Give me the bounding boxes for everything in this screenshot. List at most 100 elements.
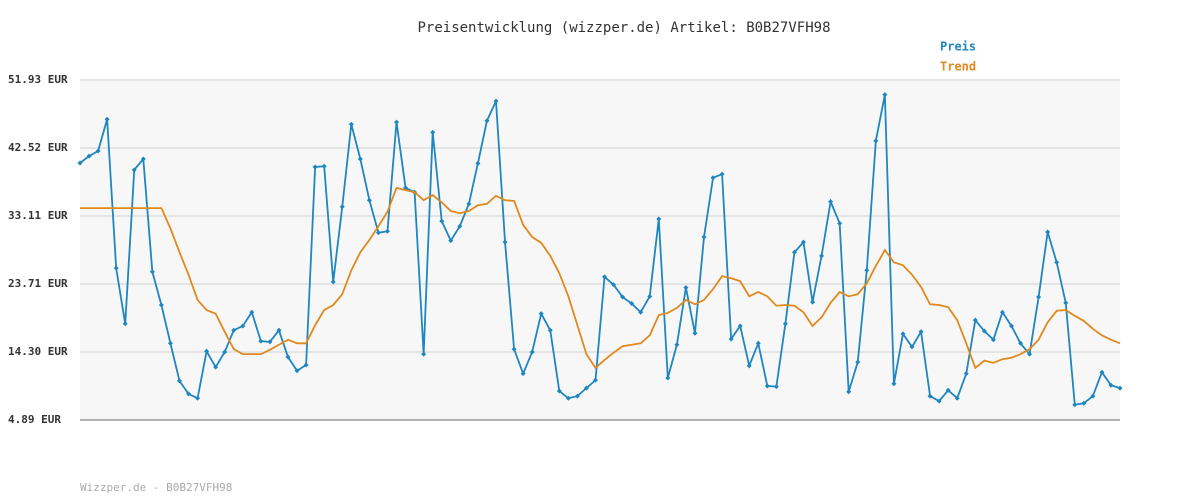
- legend-entry: Preis: [940, 40, 976, 54]
- point-marker: [710, 175, 716, 181]
- point-marker: [819, 253, 825, 259]
- point-marker: [421, 351, 427, 357]
- point-marker: [882, 92, 888, 98]
- point-marker: [1054, 259, 1060, 265]
- point-marker: [638, 309, 644, 315]
- point-marker: [348, 121, 354, 127]
- point-marker: [529, 349, 535, 355]
- point-marker: [249, 309, 255, 315]
- y-tick-label: 14.30 EUR: [8, 345, 68, 358]
- y-tick-label: 51.93 EUR: [8, 73, 68, 86]
- point-marker: [981, 328, 987, 334]
- y-tick-label: 23.71 EUR: [8, 277, 68, 290]
- point-marker: [620, 294, 626, 300]
- point-marker: [276, 327, 282, 333]
- point-marker: [186, 391, 192, 397]
- point-marker: [1008, 323, 1014, 329]
- point-marker: [149, 269, 155, 275]
- point-marker: [1027, 351, 1033, 357]
- point-marker: [945, 387, 951, 393]
- point-marker: [873, 138, 879, 144]
- point-marker: [493, 98, 499, 104]
- point-marker: [448, 238, 454, 244]
- point-marker: [466, 201, 472, 207]
- point-marker: [1117, 385, 1123, 391]
- y-tick-label: 42.52 EUR: [8, 141, 68, 154]
- point-marker: [927, 393, 933, 399]
- point-marker: [195, 395, 201, 401]
- point-marker: [457, 223, 463, 229]
- point-marker: [791, 249, 797, 255]
- point-marker: [321, 163, 327, 169]
- point-marker: [294, 368, 300, 374]
- point-marker: [918, 329, 924, 335]
- series-line: [80, 186, 1121, 370]
- point-marker: [475, 160, 481, 166]
- point-marker: [936, 398, 942, 404]
- point-marker: [113, 265, 119, 271]
- chart-title: Preisentwicklung (wizzper.de) Artikel: B…: [417, 20, 830, 36]
- point-marker: [375, 230, 381, 236]
- point-marker: [95, 148, 101, 154]
- point-marker: [855, 359, 861, 365]
- point-marker: [502, 239, 508, 245]
- point-marker: [1063, 300, 1069, 306]
- point-marker: [800, 239, 806, 245]
- y-tick-label: 4.89 EUR: [8, 413, 61, 426]
- point-marker: [222, 349, 228, 355]
- point-marker: [828, 199, 834, 205]
- point-marker: [728, 336, 734, 342]
- point-marker: [755, 340, 761, 346]
- footer: Wizzper.de - B0B27VFH98: [80, 481, 232, 494]
- point-marker: [538, 311, 544, 317]
- point-marker: [782, 321, 788, 327]
- point-marker: [1099, 369, 1105, 375]
- point-marker: [909, 344, 915, 350]
- point-marker: [746, 363, 752, 369]
- point-marker: [267, 339, 273, 345]
- point-marker: [692, 330, 698, 336]
- point-marker: [719, 171, 725, 177]
- point-marker: [656, 216, 662, 222]
- point-marker: [810, 299, 816, 305]
- point-marker: [737, 323, 743, 329]
- series-line: [79, 94, 1121, 406]
- point-marker: [683, 285, 689, 291]
- point-marker: [176, 378, 182, 384]
- point-marker: [565, 395, 571, 401]
- point-marker: [167, 340, 173, 346]
- point-marker: [972, 317, 978, 323]
- point-marker: [366, 197, 372, 203]
- point-marker: [556, 388, 562, 394]
- point-marker: [213, 364, 219, 370]
- point-marker: [520, 371, 526, 377]
- point-marker: [240, 323, 246, 329]
- point-marker: [312, 164, 318, 170]
- point-marker: [1108, 382, 1114, 388]
- point-marker: [231, 327, 237, 333]
- point-marker: [999, 309, 1005, 315]
- point-marker: [900, 331, 906, 337]
- point-marker: [204, 348, 210, 354]
- point-marker: [384, 228, 390, 234]
- point-marker: [131, 167, 137, 173]
- point-marker: [701, 234, 707, 240]
- point-marker: [574, 393, 580, 399]
- point-marker: [990, 337, 996, 343]
- point-marker: [258, 338, 264, 344]
- point-marker: [140, 156, 146, 162]
- point-marker: [837, 220, 843, 226]
- point-marker: [611, 282, 617, 288]
- point-marker: [77, 160, 83, 166]
- point-marker: [764, 383, 770, 389]
- point-marker: [1045, 229, 1051, 235]
- point-marker: [1081, 400, 1087, 406]
- point-marker: [674, 342, 680, 348]
- point-marker: [1036, 294, 1042, 300]
- point-marker: [86, 153, 92, 159]
- point-marker: [439, 218, 445, 224]
- point-marker: [963, 371, 969, 377]
- point-marker: [484, 118, 490, 124]
- point-marker: [122, 321, 128, 327]
